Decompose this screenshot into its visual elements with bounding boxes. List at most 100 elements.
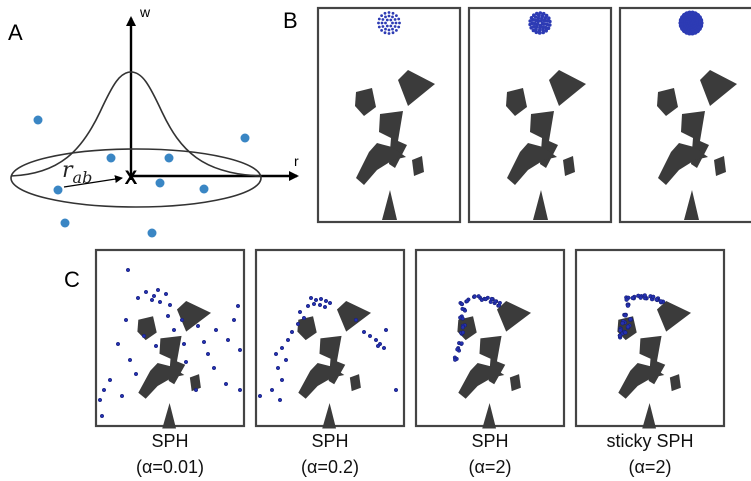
- particle: [308, 295, 314, 301]
- droplet-solid: [678, 10, 704, 36]
- w-axis-label: w: [139, 4, 151, 20]
- particle: [547, 16, 551, 20]
- particle: [398, 21, 401, 25]
- support-ellipse: [10, 148, 262, 208]
- panel-b-letter: B: [283, 8, 298, 33]
- panel-b-frame-3: [618, 6, 751, 224]
- particles-alpha-0.2: [257, 295, 399, 403]
- particles-sticky-alpha-2: [617, 293, 666, 340]
- neighbour-points: [33, 115, 250, 238]
- particle: [541, 25, 545, 29]
- particle: [548, 19, 552, 24]
- radius-arrow: [63, 175, 123, 188]
- particle: [453, 357, 458, 362]
- particle: [165, 313, 171, 319]
- particle: [163, 291, 169, 297]
- caption-1-param: (α=0.01): [136, 457, 204, 477]
- caption-1-method: SPH: [151, 431, 188, 451]
- particle: [277, 397, 283, 403]
- particle: [384, 21, 387, 25]
- particle: [546, 26, 551, 31]
- particle: [153, 343, 159, 349]
- particle: [623, 313, 628, 318]
- particle: [536, 16, 541, 21]
- neighbour-point: [164, 153, 174, 163]
- particle: [313, 297, 319, 303]
- particle: [394, 21, 398, 25]
- panel-c-frame-4: [574, 248, 726, 429]
- particle: [201, 339, 207, 345]
- particle: [391, 21, 394, 25]
- particle: [195, 323, 201, 329]
- particle: [283, 357, 289, 363]
- particle: [623, 330, 628, 335]
- particle: [155, 287, 161, 293]
- particle: [544, 13, 549, 18]
- panel-a-letter: A: [8, 20, 23, 45]
- particle: [311, 301, 317, 307]
- radius-symbol: r: [62, 158, 74, 183]
- panel-c-letter: C: [64, 267, 80, 292]
- particle: [151, 293, 157, 299]
- caption-2-method: SPH: [311, 431, 348, 451]
- particle: [460, 325, 465, 330]
- particles-alpha-2: [452, 294, 502, 362]
- particle: [397, 25, 401, 29]
- particle: [367, 333, 373, 339]
- particle: [534, 30, 539, 35]
- particle: [459, 341, 464, 346]
- panel-b-frame-1: [316, 6, 462, 224]
- particle: [542, 18, 547, 23]
- neighbour-point: [33, 115, 43, 125]
- particle: [373, 337, 379, 343]
- particle: [381, 18, 385, 21]
- particle: [295, 321, 301, 327]
- particle: [391, 15, 394, 19]
- particle: [544, 29, 548, 33]
- particle: [387, 28, 391, 32]
- neighbour-point: [106, 153, 116, 163]
- particle: [99, 413, 105, 419]
- particle: [141, 333, 147, 339]
- particle: [322, 304, 328, 310]
- radius-label: rab: [62, 158, 92, 187]
- particle: [301, 315, 307, 321]
- caption-2-param: (α=0.2): [301, 457, 359, 477]
- particle: [531, 28, 536, 33]
- particle: [541, 28, 545, 32]
- neighbour-point: [155, 178, 165, 188]
- particle: [375, 343, 381, 349]
- particle: [275, 365, 281, 371]
- particle: [101, 387, 107, 393]
- particle: [624, 297, 629, 302]
- particle: [383, 327, 389, 333]
- particle: [497, 300, 502, 305]
- particle: [529, 16, 534, 20]
- particle: [535, 11, 539, 16]
- particle: [381, 25, 385, 28]
- particle: [318, 296, 324, 302]
- particle: [389, 24, 393, 28]
- particle: [384, 27, 387, 31]
- particles-alpha-0.01: [97, 267, 243, 419]
- particle: [123, 317, 129, 323]
- particle: [385, 24, 389, 28]
- panel-c-frame-2: [254, 248, 406, 429]
- particle: [391, 31, 395, 35]
- particle: [213, 327, 219, 333]
- panel-c: C SPH (α=0.01) SPH (α=0.2) SPH (α=2) s: [64, 248, 726, 477]
- particle: [460, 316, 465, 321]
- panel-b: B: [283, 6, 751, 224]
- particle: [327, 300, 333, 306]
- particle: [397, 17, 401, 21]
- particle: [273, 351, 279, 357]
- particle: [269, 387, 275, 393]
- particle: [455, 347, 460, 352]
- particle: [231, 317, 237, 323]
- particle: [393, 18, 397, 21]
- particle: [167, 302, 173, 308]
- particle: [157, 299, 163, 305]
- particle: [211, 365, 217, 371]
- caption-4-method: sticky SPH: [606, 431, 693, 451]
